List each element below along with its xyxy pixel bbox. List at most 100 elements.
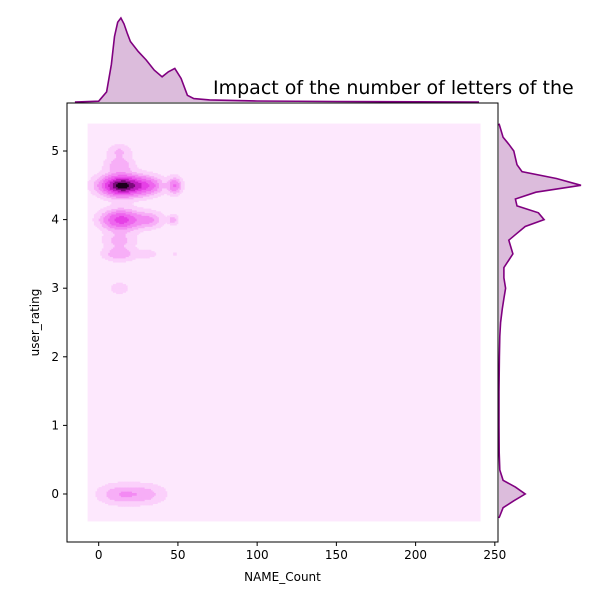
kde-density-cell — [109, 502, 112, 504]
kde-density-cell — [160, 488, 163, 491]
kde-density-cell — [119, 172, 122, 175]
kde-density-cell — [127, 212, 130, 215]
kde-density-cell — [120, 167, 123, 170]
kde-density-cell — [117, 190, 120, 193]
x-tick-label: 0 — [95, 548, 103, 562]
kde-density-cell — [120, 249, 123, 252]
kde-density-cell — [114, 231, 117, 234]
kde-density-cell — [133, 489, 136, 492]
kde-density-cell — [124, 171, 127, 174]
kde-density-cell — [139, 216, 142, 219]
kde-density-cell — [133, 192, 136, 194]
kde-density-cell — [116, 168, 119, 171]
kde-density-cell — [122, 252, 125, 255]
kde-density-cell — [103, 186, 106, 189]
kde-density-cell — [106, 249, 109, 252]
kde-density-cell — [111, 172, 114, 175]
kde-density-cell — [165, 181, 168, 183]
kde-density-cell — [103, 167, 106, 170]
kde-density-cell — [117, 484, 120, 487]
kde-density-cell — [117, 174, 120, 177]
kde-density-cell — [147, 183, 150, 186]
kde-density-cell — [131, 493, 134, 496]
kde-density-cell — [138, 223, 141, 226]
kde-density-cell — [160, 493, 163, 496]
kde-density-cell — [116, 290, 119, 293]
kde-density-cell — [116, 488, 119, 491]
kde-density-cell — [125, 200, 128, 203]
kde-density-cell — [152, 172, 155, 175]
kde-density-cell — [130, 242, 133, 245]
kde-density-cell — [116, 229, 119, 231]
kde-density-cell — [117, 493, 120, 496]
kde-density-cell — [155, 194, 158, 197]
kde-density-cell — [103, 168, 106, 171]
kde-density-cell — [168, 183, 171, 186]
kde-density-cell — [150, 193, 153, 196]
kde-density-cell — [133, 163, 136, 166]
kde-density-cell — [101, 193, 104, 196]
kde-density-cell — [100, 175, 103, 178]
kde-density-cell — [131, 182, 134, 185]
kde-density-cell — [120, 177, 123, 179]
kde-density-cell — [114, 229, 117, 231]
kde-density-cell — [135, 220, 138, 223]
kde-density-cell — [103, 199, 106, 201]
kde-density-cell — [119, 241, 122, 244]
kde-density-cell — [143, 215, 146, 218]
kde-density-cell — [116, 487, 119, 489]
kde-density-cell — [162, 185, 165, 188]
kde-density-cell — [111, 244, 114, 247]
kde-density-cell — [120, 286, 123, 289]
kde-density-cell — [105, 160, 108, 163]
kde-density-cell — [149, 181, 152, 183]
kde-density-cell — [98, 179, 101, 182]
kde-density-cell — [176, 179, 179, 182]
kde-density-cell — [179, 177, 182, 179]
kde-density-cell — [143, 182, 146, 185]
kde-density-cell — [135, 495, 138, 498]
kde-density-cell — [117, 241, 120, 244]
kde-density-cell — [105, 247, 108, 249]
kde-density-cell — [112, 181, 115, 183]
kde-density-cell — [141, 496, 144, 499]
kde-density-cell — [158, 193, 161, 196]
kde-density-cell — [136, 225, 139, 227]
kde-density-cell — [144, 483, 147, 485]
kde-density-cell — [111, 197, 114, 200]
kde-density-cell — [122, 487, 125, 489]
kde-density-cell — [138, 483, 141, 485]
kde-density-cell — [150, 174, 153, 177]
kde-density-cell — [176, 220, 179, 223]
kde-density-cell — [158, 178, 161, 181]
kde-density-cell — [120, 182, 123, 185]
kde-density-cell — [157, 491, 160, 494]
kde-density-cell — [101, 252, 104, 255]
kde-density-cell — [101, 170, 104, 172]
kde-density-cell — [111, 216, 114, 219]
kde-density-cell — [138, 199, 141, 201]
kde-density-cell — [173, 218, 176, 221]
kde-density-cell — [130, 151, 133, 153]
kde-density-cell — [122, 285, 125, 288]
kde-density-cell — [117, 503, 120, 506]
kde-density-cell — [152, 223, 155, 226]
kde-density-cell — [119, 175, 122, 178]
kde-density-cell — [122, 145, 125, 148]
kde-density-cell — [108, 220, 111, 223]
kde-density-cell — [125, 215, 128, 218]
kde-density-cell — [105, 227, 108, 230]
kde-density-cell — [98, 222, 101, 225]
kde-density-cell — [125, 230, 128, 233]
kde-density-cell — [116, 179, 119, 182]
kde-density-cell — [171, 186, 174, 189]
kde-density-cell — [130, 177, 133, 179]
kde-density-cell — [119, 212, 122, 215]
kde-density-cell — [120, 178, 123, 181]
kde-density-cell — [141, 249, 144, 252]
kde-density-cell — [114, 222, 117, 225]
kde-density-cell — [111, 256, 114, 259]
kde-density-cell — [138, 196, 141, 199]
kde-density-cell — [128, 161, 131, 164]
kde-density-cell — [111, 215, 114, 218]
